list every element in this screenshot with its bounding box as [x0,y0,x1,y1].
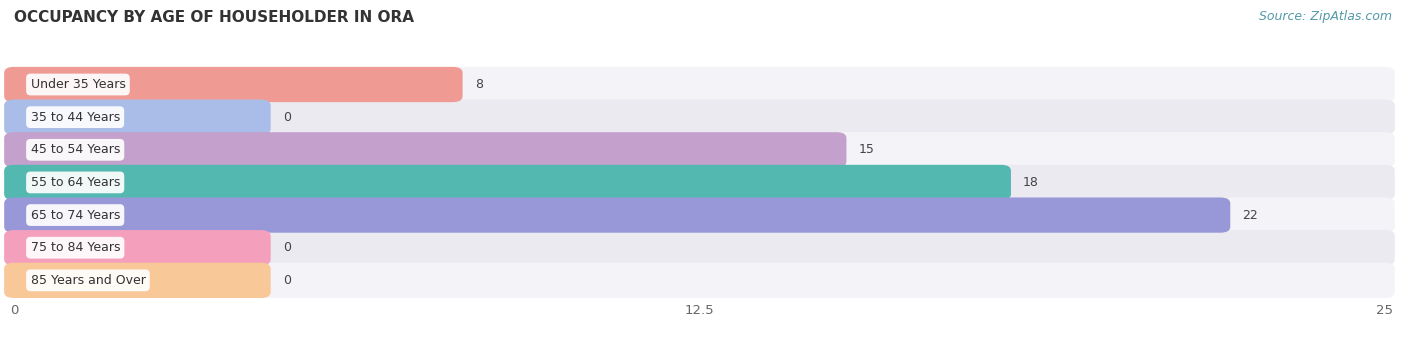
Text: Source: ZipAtlas.com: Source: ZipAtlas.com [1258,10,1392,23]
Text: 0: 0 [283,241,291,254]
Text: 65 to 74 Years: 65 to 74 Years [31,209,120,222]
FancyBboxPatch shape [4,100,271,135]
Text: 55 to 64 Years: 55 to 64 Years [31,176,120,189]
Text: 0: 0 [283,111,291,124]
FancyBboxPatch shape [4,132,846,167]
FancyBboxPatch shape [4,100,1395,135]
Text: 85 Years and Over: 85 Years and Over [31,274,145,287]
FancyBboxPatch shape [4,165,1395,200]
FancyBboxPatch shape [4,263,271,298]
Text: 8: 8 [475,78,482,91]
Text: 75 to 84 Years: 75 to 84 Years [31,241,120,254]
Text: 22: 22 [1243,209,1258,222]
FancyBboxPatch shape [4,197,1230,233]
Text: 15: 15 [859,143,875,156]
FancyBboxPatch shape [4,132,1395,167]
FancyBboxPatch shape [4,263,1395,298]
FancyBboxPatch shape [4,67,463,102]
FancyBboxPatch shape [4,230,1395,265]
Text: 35 to 44 Years: 35 to 44 Years [31,111,120,124]
Text: 18: 18 [1024,176,1039,189]
Text: Under 35 Years: Under 35 Years [31,78,125,91]
FancyBboxPatch shape [4,165,1011,200]
FancyBboxPatch shape [4,197,1395,233]
FancyBboxPatch shape [4,67,1395,102]
Text: 45 to 54 Years: 45 to 54 Years [31,143,120,156]
Text: 0: 0 [283,274,291,287]
Text: OCCUPANCY BY AGE OF HOUSEHOLDER IN ORA: OCCUPANCY BY AGE OF HOUSEHOLDER IN ORA [14,10,413,25]
FancyBboxPatch shape [4,230,271,265]
